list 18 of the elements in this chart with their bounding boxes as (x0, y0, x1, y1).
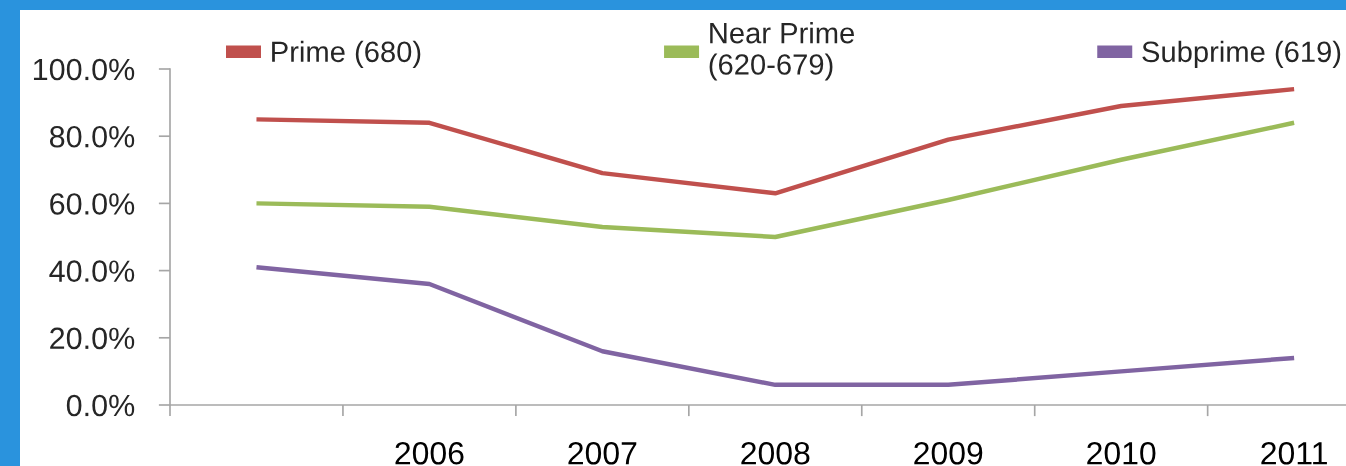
y-tick-label: 100.0% (33, 58, 135, 81)
y-tick-label: 60.0% (50, 193, 135, 215)
x-tick-label: 2009 (914, 441, 983, 465)
legend-label: Near Prime (620-679) (709, 22, 854, 81)
x-tick-label: 2007 (568, 441, 637, 465)
y-tick-label: 40.0% (49, 260, 135, 282)
line-series (254, 86, 1297, 196)
x-tick-label: 2006 (395, 441, 464, 465)
x-tick-label: 2010 (1087, 441, 1156, 465)
line-series (254, 120, 1297, 240)
legend-label: Subprime (619) (1142, 40, 1341, 68)
x-tick-label: 2011 (1261, 441, 1327, 465)
x-tick-label: 2008 (741, 441, 810, 465)
line-series (254, 265, 1297, 388)
y-tick-label: 80.0% (49, 125, 135, 148)
legend-label: Prime (680) (272, 40, 421, 68)
y-tick-label: 0.0% (66, 394, 135, 417)
y-tick-label: 20.0% (50, 327, 135, 350)
